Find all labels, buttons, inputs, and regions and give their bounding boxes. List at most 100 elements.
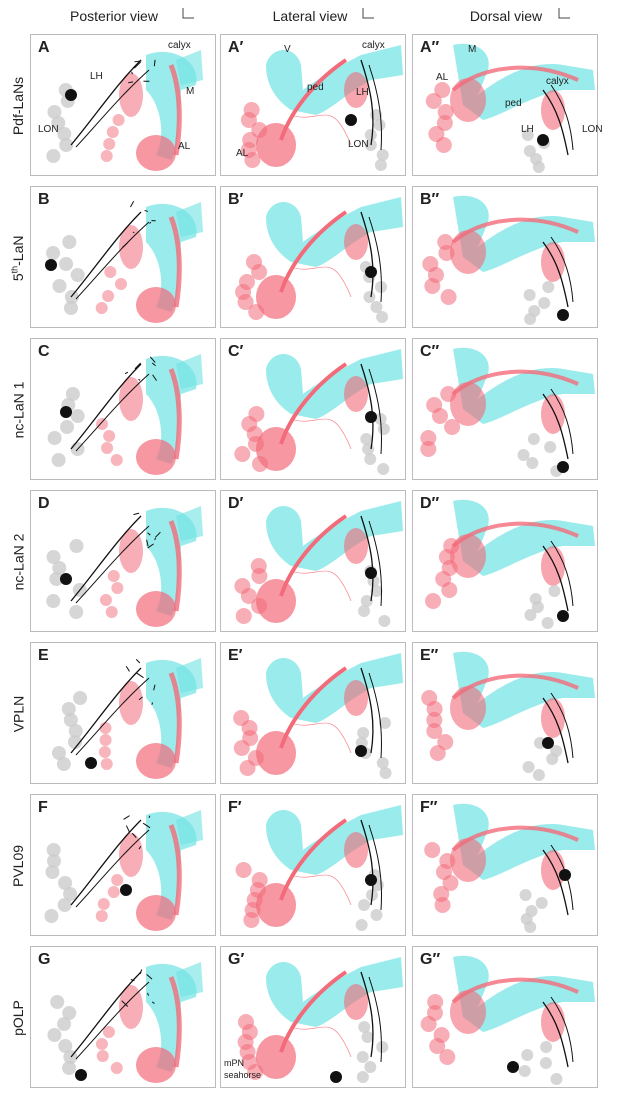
neuron-illustration [235, 805, 403, 931]
annotation-m: M [468, 44, 477, 55]
soma-dot [45, 259, 57, 271]
panel-label: G [38, 951, 51, 968]
panel-E″: E″ [412, 642, 598, 784]
neuron-illustration [44, 810, 203, 931]
panel-label: D [38, 495, 50, 512]
panel-label: B [38, 191, 50, 208]
neuron-illustration [234, 501, 403, 627]
neuron-illustration [235, 197, 403, 323]
row-label-nc-lan-2: nc-LaN 2 [10, 533, 26, 591]
panel-B′: B′ [220, 186, 406, 328]
panel-E′: E′ [220, 642, 406, 784]
soma-dot [330, 1071, 342, 1083]
neuron-illustration [425, 43, 595, 173]
panel-D″: D″ [412, 490, 598, 632]
annotation-seahorse: seahorse [224, 1070, 262, 1080]
column-header-posterior: Posterior view [70, 8, 158, 24]
panel-label: C″ [420, 343, 440, 360]
neuron-illustration [420, 347, 595, 477]
neuron-illustration [237, 957, 403, 1083]
panel-label: A [38, 39, 50, 56]
annotation-al: AL [236, 148, 249, 159]
panel-label: C [38, 343, 50, 360]
panel-label: F [38, 799, 48, 816]
annotation-v: V [284, 44, 291, 55]
row-label-nc-lan-1: nc-LaN 1 [10, 381, 26, 439]
row-label-pvl09: PVL09 [10, 844, 27, 888]
panel-B″: B″ [412, 186, 598, 328]
panel-label: F′ [228, 799, 242, 816]
panel-G: G [30, 946, 216, 1088]
neuron-illustration [425, 499, 595, 629]
soma-dot [365, 567, 377, 579]
panel-F′: F′ [220, 794, 406, 936]
neuron-illustration [422, 195, 595, 325]
annotation-lon: LON [582, 124, 603, 135]
panel-E: E [30, 642, 216, 784]
panel-F″: F″ [412, 794, 598, 936]
annotation-lh: LH [90, 71, 103, 82]
panel-C″: C″ [412, 338, 598, 480]
annotation-al: AL [178, 141, 191, 152]
panel-A′: A′ [220, 34, 406, 176]
panel-label: E′ [228, 647, 243, 664]
axis-icon [558, 8, 570, 19]
panel-label: A′ [228, 39, 244, 56]
panel-A″: A″ [412, 34, 598, 176]
neuron-illustration [424, 803, 595, 933]
panel-G″: G″ [412, 946, 598, 1088]
neuron-illustration [45, 200, 203, 323]
panel-F: F [30, 794, 216, 936]
row-label-5th-lan: 5th-LaN [9, 235, 27, 281]
annotation-al: AL [436, 72, 449, 83]
soma-dot [537, 134, 549, 146]
annotation-lon: LON [348, 139, 369, 150]
panel-label: B″ [420, 191, 440, 208]
soma-dot [365, 266, 377, 278]
panel-label: D″ [420, 495, 440, 512]
panel-label: G″ [420, 951, 441, 968]
neuron-illustration [47, 354, 203, 475]
annotation-mpn: mPN [224, 1058, 244, 1068]
annotation-calyx: calyx [168, 40, 191, 51]
panel-label: D′ [228, 495, 244, 512]
neuron-illustration [47, 962, 203, 1083]
panel-D: D [30, 490, 216, 632]
soma-dot [557, 610, 569, 622]
soma-dot [557, 461, 569, 473]
annotation-lh: LH [356, 87, 369, 98]
column-header-lateral: Lateral view [272, 8, 348, 24]
panel-C′: C′ [220, 338, 406, 480]
axis-icon [362, 8, 374, 19]
neuron-illustration [46, 506, 203, 627]
panel-label: A″ [420, 39, 440, 56]
annotation-ped: ped [505, 98, 522, 109]
neuron-illustration [420, 955, 595, 1085]
column-header-dorsal: Dorsal view [469, 8, 543, 24]
panel-label: C′ [228, 343, 244, 360]
soma-dot [355, 745, 367, 757]
soma-dot [559, 869, 571, 881]
annotation-ped: ped [307, 82, 324, 93]
row-label-vpln: VPLN [10, 695, 27, 733]
soma-dot [507, 1061, 519, 1073]
panel-D′: D′ [220, 490, 406, 632]
panel-B: B [30, 186, 216, 328]
panel-label: F″ [420, 799, 438, 816]
annotation-calyx: calyx [546, 76, 569, 87]
soma-dot [65, 89, 77, 101]
panel-label: B′ [228, 191, 244, 208]
panel-label: G′ [228, 951, 245, 968]
soma-dot [365, 411, 377, 423]
annotation-calyx: calyx [362, 40, 385, 51]
axis-icon [182, 8, 194, 19]
soma-dot [60, 406, 72, 418]
row-label-pdf-lans: Pdf-LaNs [10, 76, 27, 136]
soma-dot [120, 884, 132, 896]
annotation-m: M [186, 86, 195, 97]
soma-dot [60, 573, 72, 585]
annotation-lon: LON [38, 124, 59, 135]
neuron-illustration [233, 653, 403, 779]
soma-dot [85, 757, 97, 769]
panel-C: C [30, 338, 216, 480]
